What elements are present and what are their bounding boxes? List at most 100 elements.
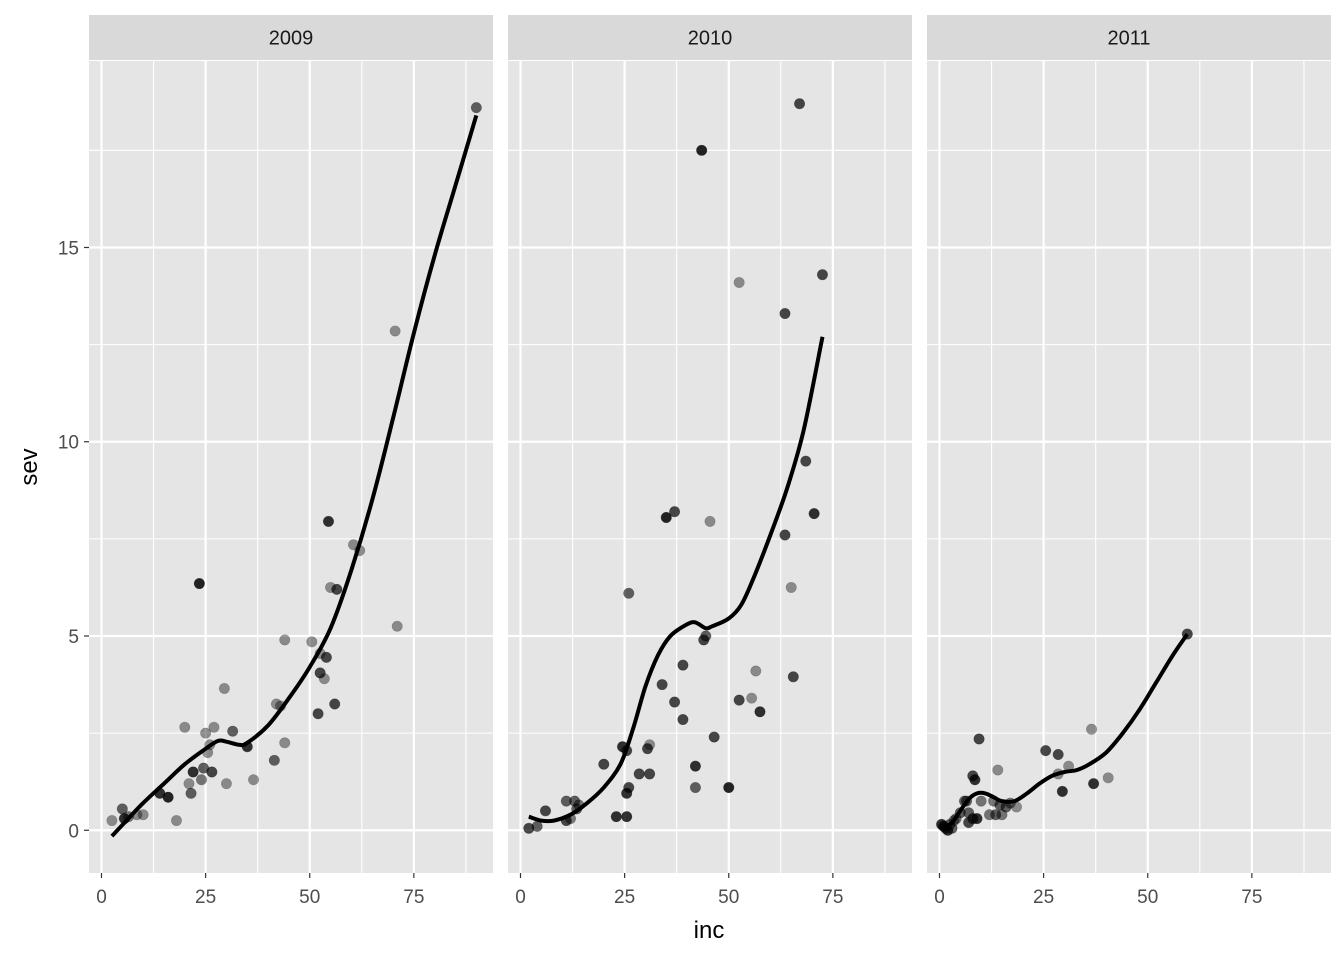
data-point — [306, 636, 318, 648]
x-tick-label: 75 — [1241, 887, 1262, 908]
data-point — [193, 578, 205, 590]
data-point — [183, 778, 195, 790]
facet-panel-2009: 2009 0 25 50 75 — [89, 15, 493, 908]
data-point — [195, 774, 207, 786]
smooth-line — [110, 114, 479, 838]
y-tick-label: 15 — [58, 238, 79, 259]
data-point — [162, 791, 174, 803]
facet-strip — [508, 15, 912, 60]
x-tick-label: 25 — [614, 887, 635, 908]
data-point — [975, 795, 987, 807]
data-point — [800, 455, 812, 467]
data-point — [1056, 785, 1068, 797]
data-point — [708, 731, 720, 743]
data-point — [314, 667, 326, 679]
x-tick-label: 25 — [195, 887, 216, 908]
data-point — [633, 768, 645, 780]
facet-panel-2010: 2010 0 25 50 75 — [508, 15, 912, 908]
data-point — [644, 739, 656, 751]
data-point — [644, 768, 656, 780]
data-point — [320, 651, 332, 663]
data-point — [312, 708, 324, 720]
data-point — [696, 144, 708, 156]
data-point — [531, 820, 543, 832]
x-tick-label: 50 — [1137, 887, 1158, 908]
data-point — [329, 698, 341, 710]
data-point — [208, 721, 220, 733]
y-axis-title: sev — [16, 448, 43, 485]
data-point — [808, 508, 820, 520]
x-tick-label: 0 — [96, 887, 107, 908]
data-point — [700, 630, 712, 642]
data-point — [704, 515, 716, 527]
data-point — [248, 774, 260, 786]
panel-background — [508, 61, 912, 873]
facet-strip-label: 2011 — [1107, 28, 1150, 50]
facet-strip-label: 2009 — [269, 28, 314, 50]
x-axis-title: inc — [694, 917, 725, 944]
data-point — [187, 766, 199, 778]
data-point — [610, 811, 622, 823]
data-point — [992, 764, 1004, 776]
data-point — [660, 512, 672, 524]
data-point — [218, 682, 230, 694]
data-point — [973, 733, 985, 745]
data-point — [642, 743, 654, 755]
data-point — [779, 308, 791, 320]
data-point — [623, 587, 635, 599]
data-point — [206, 766, 218, 778]
data-point — [137, 809, 149, 821]
data-point — [733, 694, 745, 706]
facet-strip — [927, 15, 1331, 60]
data-point — [779, 529, 791, 541]
data-point — [598, 758, 610, 770]
data-point — [754, 706, 766, 718]
data-point — [389, 325, 401, 337]
data-point — [677, 659, 689, 671]
data-point — [470, 102, 482, 114]
data-point — [106, 815, 118, 827]
data-point — [750, 665, 762, 677]
facet-panel-2011: 2011 0 25 50 75 — [927, 15, 1331, 908]
x-tick-label: 75 — [403, 887, 424, 908]
data-point — [539, 805, 551, 817]
data-point — [746, 692, 758, 704]
x-tick-label: 50 — [299, 887, 320, 908]
data-point — [331, 583, 343, 595]
x-tick-label: 0 — [515, 887, 526, 908]
x-tick-label: 75 — [822, 887, 843, 908]
data-point — [689, 782, 701, 794]
panel-background — [927, 61, 1331, 873]
data-point — [1088, 778, 1100, 790]
data-point — [971, 813, 983, 825]
data-point — [279, 737, 291, 749]
smooth-line — [528, 336, 825, 824]
y-tick-label: 5 — [68, 627, 79, 648]
facet-strip — [89, 15, 493, 60]
data-point — [1102, 772, 1114, 784]
data-point — [220, 778, 232, 790]
data-point — [677, 714, 689, 726]
data-point — [268, 754, 280, 766]
data-point — [1040, 745, 1052, 757]
data-point — [322, 515, 334, 527]
smooth-line — [942, 632, 1189, 830]
data-point — [787, 671, 799, 683]
facet-strip-label: 2010 — [688, 28, 733, 50]
data-point — [621, 811, 633, 823]
data-point — [794, 98, 806, 110]
data-point — [1086, 723, 1098, 735]
data-point — [656, 679, 668, 691]
panel-background — [89, 61, 493, 873]
data-point — [200, 727, 212, 739]
data-point — [227, 725, 239, 737]
facet-panels: 0 5 10 15 2009 0 25 50 75 2010 0 25 50 75 2011 0 25 50 75 — [58, 15, 1331, 908]
data-point — [318, 673, 330, 685]
data-point — [279, 634, 291, 646]
data-point — [669, 506, 681, 518]
x-tick-label: 25 — [1033, 887, 1054, 908]
data-point — [723, 782, 735, 794]
data-point — [969, 774, 981, 786]
